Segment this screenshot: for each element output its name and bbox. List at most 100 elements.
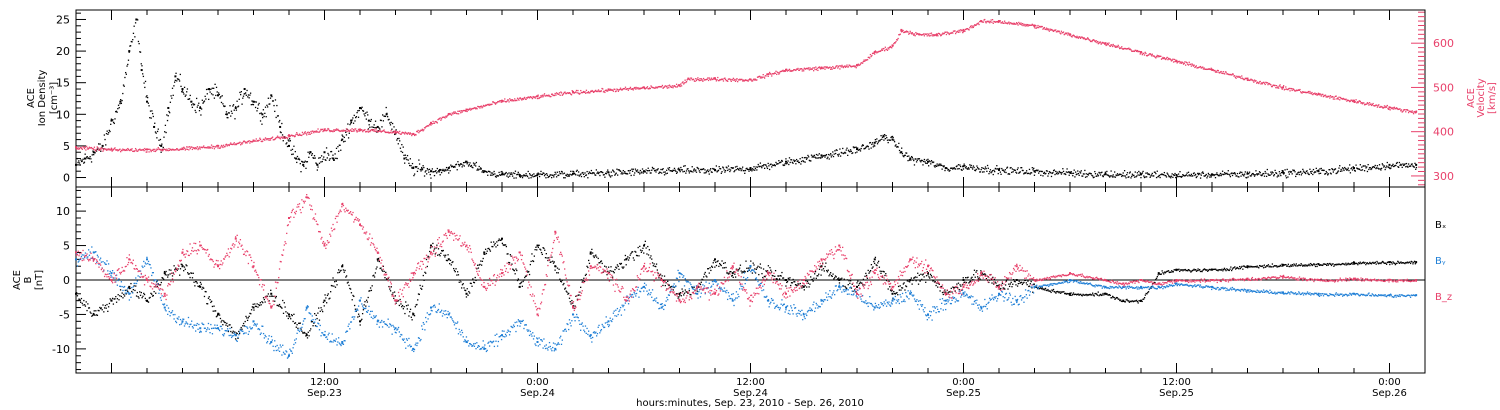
data-dot	[374, 127, 376, 129]
data-dot	[217, 147, 219, 149]
data-dot	[380, 267, 382, 269]
data-dot	[321, 309, 323, 311]
data-dot	[1359, 164, 1361, 166]
data-dot	[768, 71, 771, 74]
data-dot	[152, 148, 154, 151]
data-dot	[991, 171, 993, 173]
data-dot	[829, 66, 831, 68]
data-dot	[302, 332, 305, 334]
data-dot	[453, 165, 456, 168]
data-dot	[519, 97, 521, 99]
data-dot	[1376, 167, 1378, 169]
data-dot	[263, 138, 265, 140]
data-dot	[1327, 95, 1330, 98]
data-dot	[413, 174, 415, 177]
data-dot	[1119, 173, 1121, 176]
data-dot	[940, 34, 943, 36]
data-dot	[592, 91, 595, 94]
data-dot	[902, 29, 904, 32]
data-dot	[519, 176, 522, 178]
data-dot	[248, 97, 250, 99]
data-dot	[273, 295, 275, 298]
data-dot	[173, 265, 175, 267]
data-dot	[247, 96, 249, 98]
data-dot	[878, 140, 880, 142]
data-dot	[1304, 171, 1306, 174]
data-dot	[1111, 176, 1114, 178]
data-dot	[987, 21, 989, 23]
data-dot	[488, 104, 490, 107]
data-dot	[1100, 43, 1102, 45]
data-dot	[1220, 174, 1222, 177]
data-dot	[225, 111, 228, 113]
data-dot	[269, 139, 272, 141]
data-dot	[550, 95, 552, 98]
data-dot	[496, 102, 498, 104]
data-dot	[1410, 111, 1413, 113]
data-dot	[526, 270, 528, 272]
data-dot	[384, 130, 386, 133]
data-dot	[1222, 173, 1224, 176]
data-dot	[120, 149, 123, 151]
data-dot	[1349, 100, 1352, 102]
data-dot	[122, 92, 124, 95]
data-point	[873, 258, 876, 261]
data-dot	[913, 34, 915, 36]
data-dot	[849, 64, 851, 67]
data-dot	[212, 94, 214, 96]
data-dot	[760, 76, 762, 78]
data-dot	[945, 167, 948, 169]
data-dot	[940, 164, 943, 167]
data-dot	[104, 304, 107, 307]
data-dot	[632, 89, 634, 91]
data-dot	[172, 94, 174, 97]
data-dot	[193, 104, 195, 106]
data-dot	[1002, 22, 1004, 24]
data-dot	[1061, 171, 1063, 174]
data-dot	[365, 130, 367, 133]
data-dot	[291, 135, 294, 137]
data-dot	[512, 268, 514, 270]
data-dot	[1110, 170, 1112, 172]
data-dot	[328, 128, 330, 130]
data-dot	[1006, 167, 1008, 169]
data-dot	[955, 165, 957, 168]
data-dot	[1052, 30, 1054, 32]
data-dot	[1404, 109, 1406, 111]
data-dot	[1001, 22, 1003, 24]
data-point	[1353, 167, 1355, 170]
data-dot	[1231, 74, 1233, 76]
data-dot	[310, 151, 312, 153]
data-dot	[687, 168, 689, 170]
data-dot	[307, 151, 309, 153]
data-dot	[509, 175, 511, 177]
data-dot	[828, 66, 830, 69]
data-point	[962, 165, 965, 168]
data-dot	[468, 164, 470, 166]
data-point	[714, 77, 716, 80]
data-dot	[302, 133, 304, 135]
data-dot	[557, 174, 559, 177]
data-dot	[421, 285, 424, 287]
data-dot	[1086, 175, 1088, 178]
data-dot	[269, 103, 271, 105]
data-dot	[336, 157, 338, 160]
data-dot	[1213, 70, 1215, 72]
data-dot	[389, 288, 391, 290]
data-dot	[1286, 88, 1288, 91]
data-dot	[1171, 59, 1173, 61]
data-point	[302, 163, 305, 166]
data-point	[225, 113, 228, 116]
data-dot	[314, 312, 316, 315]
data-dot	[245, 141, 247, 143]
data-dot	[327, 152, 329, 155]
data-dot	[158, 283, 160, 286]
data-dot	[468, 108, 470, 111]
data-dot	[1325, 96, 1327, 98]
data-dot	[1136, 175, 1138, 177]
data-dot	[1257, 173, 1259, 175]
data-dot	[945, 31, 947, 33]
data-dot	[408, 133, 411, 135]
data-dot	[226, 322, 228, 325]
data-dot	[169, 273, 171, 275]
